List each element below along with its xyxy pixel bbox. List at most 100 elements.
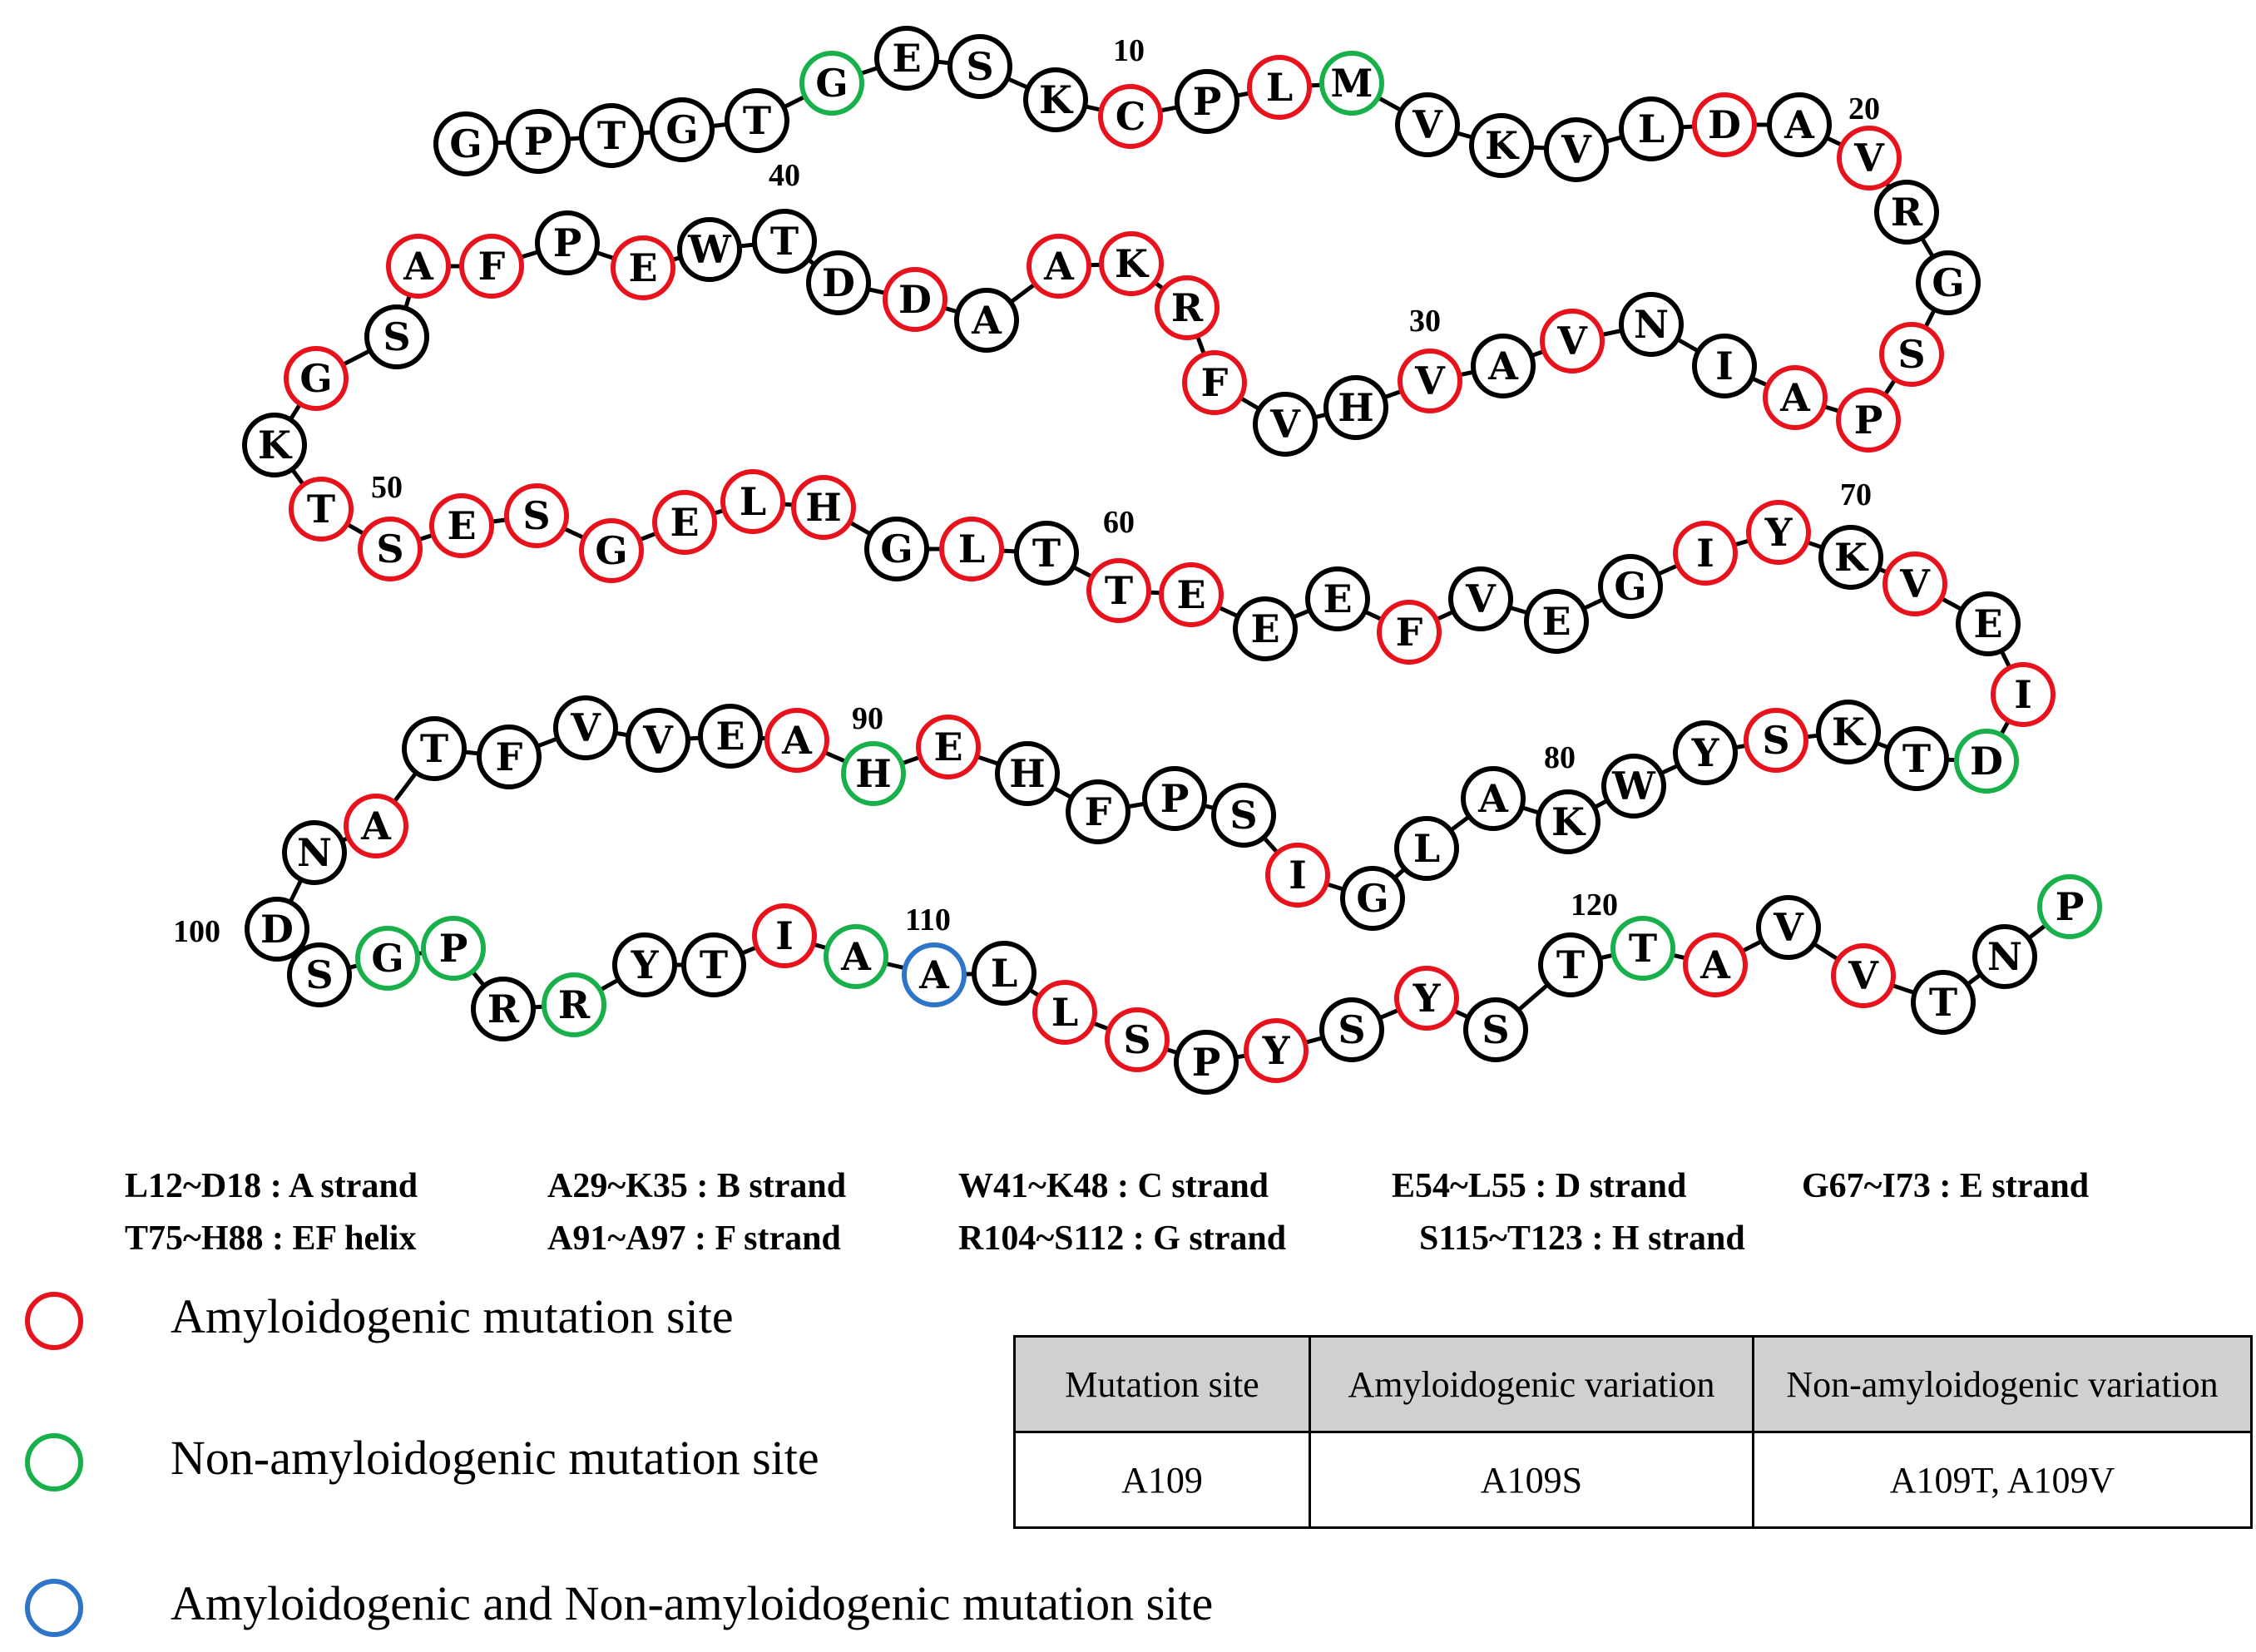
residue-36: A bbox=[1027, 234, 1091, 299]
residue-circle bbox=[1463, 997, 1528, 1062]
residue-circle bbox=[1155, 275, 1220, 340]
residue-19: A bbox=[1767, 92, 1832, 157]
residue-68: I bbox=[1673, 521, 1738, 586]
residue-31: H bbox=[1323, 375, 1388, 440]
residue-circle bbox=[1398, 349, 1462, 413]
header-amyloidogenic-variation: Amyloidogenic variation bbox=[1309, 1335, 1754, 1433]
residue-11: P bbox=[1175, 69, 1239, 134]
residue-circle bbox=[1323, 375, 1388, 440]
residue-4: G bbox=[650, 97, 715, 162]
residue-letter: V bbox=[570, 705, 601, 750]
residue-20: V bbox=[1837, 126, 1902, 190]
residue-circle bbox=[358, 517, 423, 581]
residue-letter: V bbox=[1414, 359, 1446, 403]
residue-66: E bbox=[1524, 589, 1589, 654]
residue-circle bbox=[1159, 562, 1224, 627]
strand-h: S115~T123 : H strand bbox=[1419, 1219, 1745, 1258]
residue-letter: G bbox=[880, 527, 913, 571]
blue-circle-icon bbox=[25, 1579, 83, 1637]
residue-48: K bbox=[242, 413, 307, 477]
residue-50: S bbox=[358, 517, 423, 581]
residue-letter: R bbox=[558, 982, 591, 1027]
residue-letter: R bbox=[1171, 285, 1204, 330]
residue-79: W bbox=[1601, 754, 1666, 819]
residue-2: P bbox=[506, 109, 571, 174]
residue-letter: I bbox=[1715, 344, 1734, 388]
residue-71: V bbox=[1882, 551, 1947, 616]
residue-85: S bbox=[1211, 783, 1276, 848]
residue-91: A bbox=[764, 708, 829, 773]
residue-circle bbox=[752, 209, 817, 274]
residue-letter: N bbox=[1987, 934, 2022, 979]
residue-92: E bbox=[698, 704, 763, 769]
position-label-90: 90 bbox=[852, 701, 883, 736]
residue-circle bbox=[284, 346, 349, 411]
position-label-110: 110 bbox=[905, 903, 951, 937]
residue-letter: D bbox=[822, 260, 855, 305]
residue-circle bbox=[1673, 521, 1738, 586]
residue-letter: T bbox=[1556, 942, 1585, 987]
residue-45: A bbox=[386, 234, 451, 299]
residue-78: Y bbox=[1673, 720, 1738, 785]
residue-circle bbox=[245, 897, 309, 962]
residue-circle bbox=[972, 941, 1036, 1006]
residue-circle bbox=[471, 977, 536, 1041]
residue-letter: M bbox=[1331, 61, 1373, 106]
residue-letter: S bbox=[522, 493, 550, 538]
header-non-amyloidogenic-variation: Non-amyloidogenic variation bbox=[1752, 1335, 2253, 1433]
residue-circle bbox=[1763, 365, 1828, 430]
residue-circle bbox=[1377, 600, 1442, 665]
residue-letter: A bbox=[403, 244, 434, 289]
residue-circle bbox=[1991, 662, 2056, 727]
residue-letter: F bbox=[1396, 610, 1423, 655]
residue-letter: F bbox=[496, 734, 523, 779]
residue-letter: P bbox=[524, 119, 553, 164]
cell-non-amyloidogenic-variation: A109T, A109V bbox=[1752, 1431, 2253, 1529]
residue-53: G bbox=[579, 518, 644, 583]
residue-18: D bbox=[1692, 92, 1757, 157]
residue-33: F bbox=[1182, 350, 1247, 415]
residue-circle bbox=[799, 51, 864, 116]
residue-123: T bbox=[1911, 970, 1976, 1035]
residue-circle bbox=[883, 267, 947, 332]
residue-letter: H bbox=[855, 751, 891, 796]
residue-letter: G bbox=[449, 121, 482, 166]
residue-circle bbox=[1265, 843, 1330, 908]
residue-letter: G bbox=[299, 356, 332, 401]
residue-circle bbox=[1601, 754, 1666, 819]
residue-circle bbox=[1253, 392, 1318, 457]
position-label-40: 40 bbox=[769, 158, 800, 193]
residue-65: V bbox=[1448, 566, 1513, 631]
residue-24: P bbox=[1836, 388, 1901, 453]
residue-letter: S bbox=[1338, 1007, 1365, 1052]
residue-circle bbox=[1746, 500, 1811, 565]
residue-circle bbox=[1023, 67, 1088, 132]
position-label-100: 100 bbox=[173, 914, 220, 949]
residue-circle bbox=[1086, 558, 1151, 623]
residue-letter: A bbox=[781, 718, 813, 763]
residue-letter: W bbox=[1611, 764, 1656, 809]
residue-circle bbox=[1099, 231, 1164, 296]
position-label-20: 20 bbox=[1848, 92, 1880, 126]
residue-34: R bbox=[1155, 275, 1220, 340]
residue-circle bbox=[364, 304, 429, 369]
residue-circle bbox=[1911, 970, 1976, 1035]
residue-letter: T bbox=[1105, 568, 1133, 613]
residue-108: A bbox=[824, 924, 888, 989]
residue-3: T bbox=[579, 103, 644, 168]
residue-circle bbox=[1174, 1030, 1239, 1095]
residue-letter: E bbox=[628, 245, 657, 290]
residue-circle bbox=[1538, 932, 1603, 997]
residue-letter: K bbox=[1115, 241, 1150, 286]
residue-letter: E bbox=[1323, 576, 1352, 621]
residue-14: V bbox=[1395, 92, 1460, 157]
legend-both-label: Amyloidogenic and Non-amyloidogenic muta… bbox=[171, 1576, 1214, 1630]
residue-76: K bbox=[1816, 700, 1881, 764]
residue-letter: V bbox=[1556, 319, 1588, 364]
residue-circle bbox=[386, 234, 451, 299]
residue-60: T bbox=[1086, 558, 1151, 623]
residue-100: S bbox=[287, 942, 352, 1007]
residue-circle bbox=[1536, 789, 1600, 854]
residue-letter: G bbox=[665, 107, 698, 152]
residue-letter: E bbox=[1250, 606, 1279, 651]
